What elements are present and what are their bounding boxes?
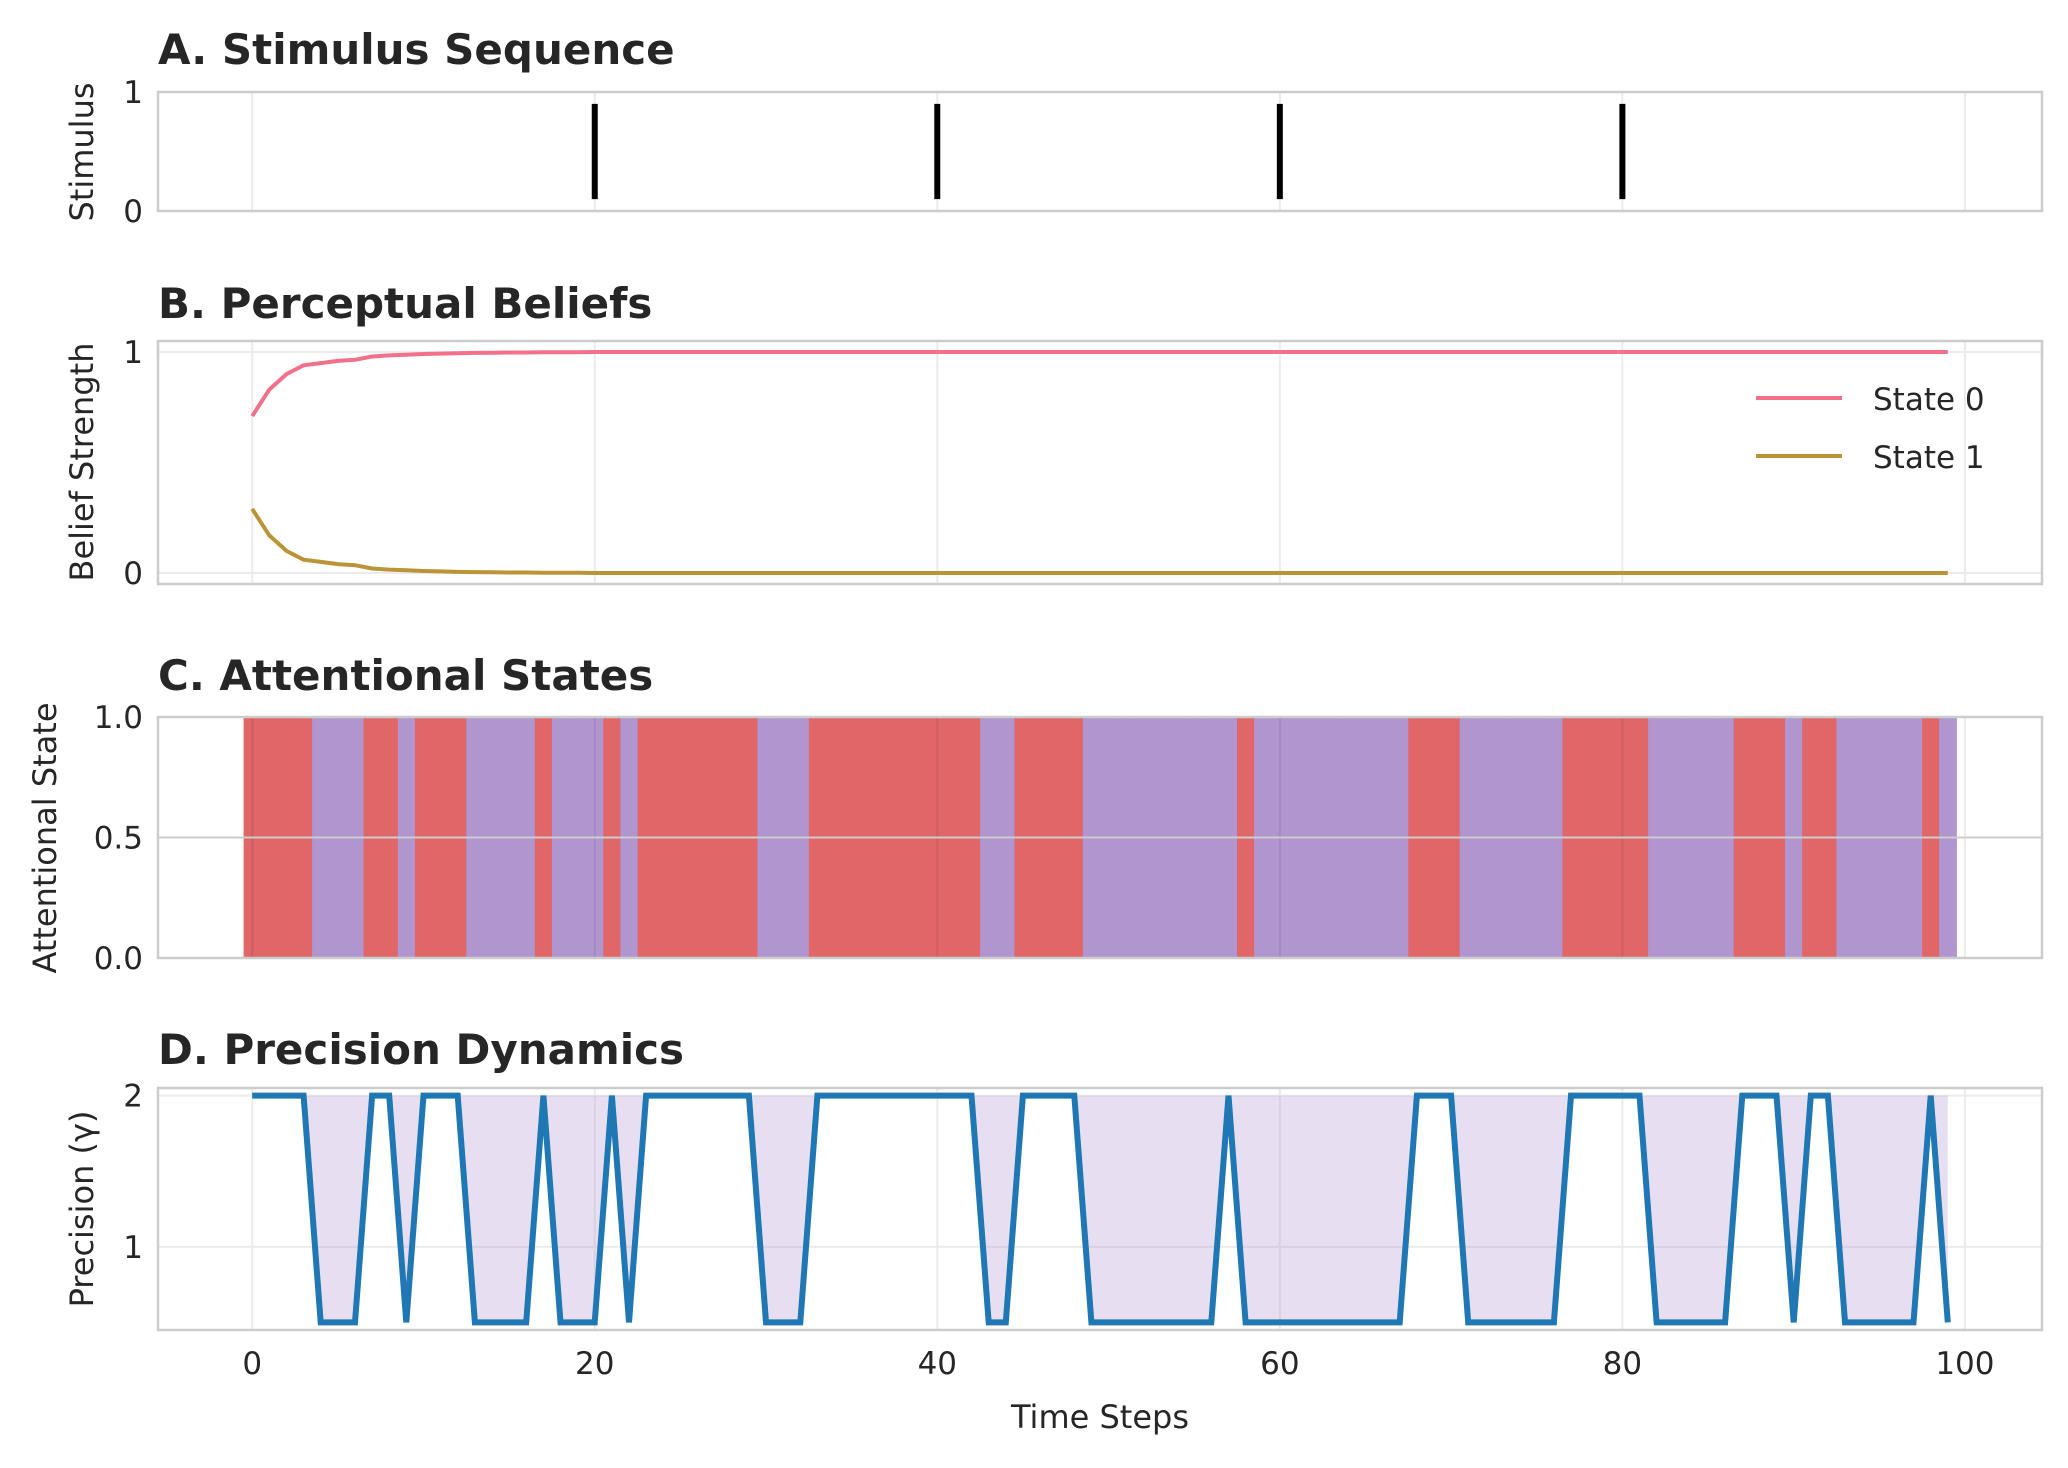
panel-c-y-label: Attentional State: [26, 702, 64, 973]
x-tick-label: 100: [1935, 1346, 1994, 1382]
x-axis-label: Time Steps: [1010, 1398, 1189, 1436]
panel-d-y-ticks: 12: [123, 1079, 143, 1266]
y-tick-label: 1.0: [94, 700, 143, 736]
panel-c-y-ticks: 0.0 0.5 1.0: [94, 700, 143, 977]
x-tick-label: 0: [242, 1346, 262, 1382]
x-tick-label: 60: [1260, 1346, 1299, 1382]
y-tick-label: 0: [123, 194, 143, 230]
panel-d-x-ticks: 0 20 40 60 80 100: [242, 1346, 1994, 1382]
panel-stimulus-sequence: A. Stimulus Sequence 01 Stimulus: [63, 25, 2044, 230]
panel-attentional-states: C. Attentional States 0.0 0.5 1.0 Attentio…: [26, 651, 2044, 977]
y-tick-label: 1: [123, 1230, 143, 1266]
panel-c-state-bars: [243, 717, 1957, 958]
y-tick-label: 0.5: [94, 821, 143, 857]
x-tick-label: 20: [575, 1346, 614, 1382]
panel-b-background: [158, 341, 2042, 584]
panel-a-y-ticks: 01: [123, 75, 143, 230]
panel-d-y-label: Precision (γ): [63, 1111, 101, 1308]
panel-d-low-precision-fill: [252, 1095, 1948, 1323]
legend-label-state-0: State 0: [1873, 382, 1985, 418]
precision-series-line: [252, 1092, 1951, 1326]
panel-d-frame: [156, 1086, 2044, 1332]
y-tick-label: 0.0: [94, 941, 143, 977]
panel-a-y-label: Stimulus: [63, 82, 101, 221]
panel-a-frame: [156, 90, 2044, 213]
y-tick-label: 0: [123, 556, 143, 592]
panel-b-frame: [156, 339, 2044, 586]
y-tick-label: 2: [123, 1079, 143, 1115]
panel-b-title: B. Perceptual Beliefs: [158, 279, 652, 328]
y-tick-label: 1: [123, 75, 143, 111]
panel-perceptual-beliefs: B. Perceptual Beliefs 01 Belief Strength…: [63, 279, 2044, 592]
panel-precision-dynamics: D. Precision Dynamics 12 0 20 40 60 80 100 Pr…: [63, 1025, 2044, 1436]
panel-d-precision-line: [252, 1092, 1951, 1326]
low-precision-shading: [252, 1095, 1948, 1323]
panel-a-title: A. Stimulus Sequence: [158, 25, 675, 74]
panel-b-series-lines: [250, 350, 1948, 575]
panel-c-frame: [156, 715, 2044, 960]
panel-b-y-label: Belief Strength: [63, 343, 101, 582]
legend-label-state-1: State 1: [1873, 440, 1985, 476]
series-line-state-1: [250, 507, 1948, 575]
x-tick-label: 40: [918, 1346, 957, 1382]
x-tick-label: 80: [1603, 1346, 1642, 1382]
panel-b-y-ticks: 01: [123, 335, 143, 592]
series-line-state-0: [250, 350, 1948, 418]
panel-a-stimulus-marks: [591, 103, 1626, 200]
panel-b-legend: State 0 State 1: [1756, 382, 1985, 476]
panel-c-grid: [158, 717, 2042, 958]
panel-c-title: C. Attentional States: [158, 651, 653, 700]
y-tick-label: 1: [123, 335, 143, 371]
panel-d-title: D. Precision Dynamics: [158, 1025, 684, 1074]
panel-a-background: [158, 92, 2042, 211]
